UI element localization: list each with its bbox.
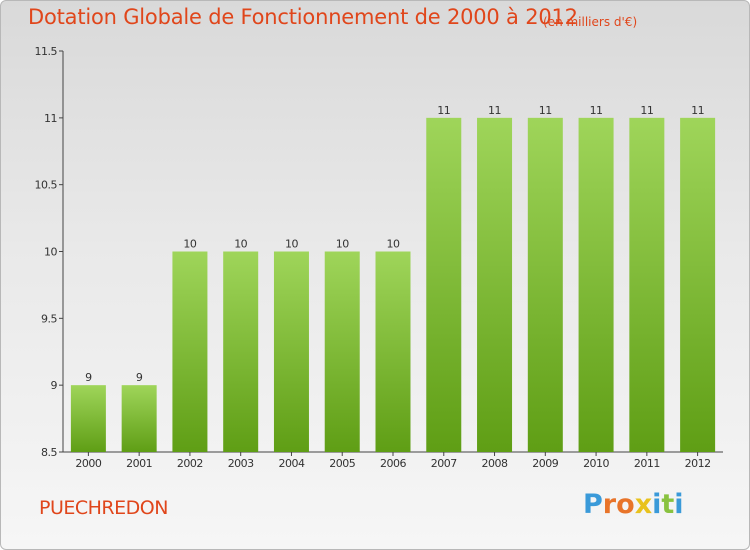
chart-subtitle: (en milliers d'€) [543,15,638,29]
y-tick-label: 9 [51,379,58,392]
y-tick-label: 10 [44,246,57,259]
y-tick-label: 8.5 [41,446,57,459]
data-label: 9 [85,371,92,384]
bar [273,251,309,452]
x-tick-label: 2000 [75,457,101,470]
x-tick-label: 2005 [329,457,355,470]
bar [680,117,716,452]
data-label: 11 [590,104,603,117]
data-label: 10 [336,238,349,251]
logo-letter: x [634,489,653,520]
x-tick-label: 2012 [685,457,711,470]
x-tick-label: 2010 [583,457,609,470]
bar [70,385,106,452]
y-tick-label: 11 [44,112,57,125]
data-label: 11 [437,104,450,117]
bar [477,117,513,452]
data-label: 11 [488,104,501,117]
logo-letter: r [602,489,617,520]
commune-name: PUECHREDON [39,497,168,519]
x-tick-label: 2004 [278,457,304,470]
data-label: 11 [640,104,653,117]
logo-letter: t [661,489,675,520]
logo-letter: i [674,489,684,520]
x-tick-label: 2011 [634,457,660,470]
data-label: 10 [387,238,400,251]
bar [375,251,411,452]
x-tick-label: 2007 [431,457,457,470]
y-tick-label: 11.5 [35,45,58,58]
logo-letter: i [652,489,662,520]
data-label: 10 [285,238,298,251]
bar [629,117,665,452]
bar [121,385,157,452]
logo-letter: o [616,489,635,520]
data-label: 10 [234,238,247,251]
data-label: 11 [539,104,552,117]
bar [324,251,360,452]
logo-letter: P [583,489,603,520]
proxiti-logo: Proxiti [583,489,684,520]
bar [527,117,563,452]
x-tick-label: 2008 [482,457,508,470]
data-label: 10 [183,238,196,251]
bar [578,117,614,452]
bar [223,251,259,452]
x-tick-label: 2003 [228,457,254,470]
bar [172,251,208,452]
x-tick-label: 2001 [126,457,152,470]
x-tick-label: 2006 [380,457,406,470]
data-label: 11 [691,104,704,117]
y-tick-label: 9.5 [41,312,57,325]
y-tick-label: 10.5 [35,179,58,192]
chart-title: Dotation Globale de Fonctionnement de 20… [28,5,578,29]
x-tick-label: 2009 [532,457,558,470]
x-tick-label: 2002 [177,457,203,470]
data-label: 9 [136,371,143,384]
bar [426,117,462,452]
